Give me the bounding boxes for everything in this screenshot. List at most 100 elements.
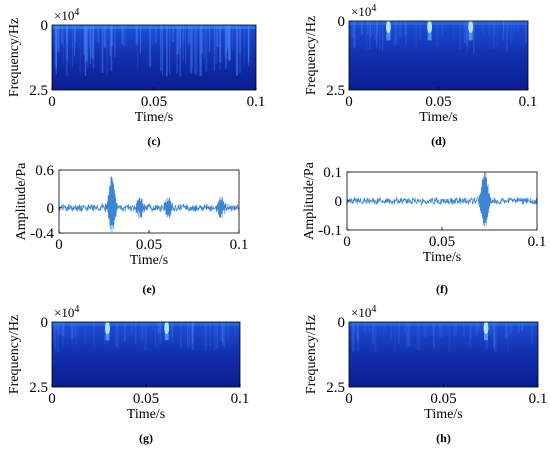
spectrogram-streak xyxy=(209,322,211,347)
x-tick-label: 0.05 xyxy=(425,94,451,110)
spectrogram-impulse-peak xyxy=(164,322,170,334)
spectrogram-streak xyxy=(92,322,95,348)
signal-f xyxy=(346,171,538,227)
spectrogram-streak xyxy=(55,322,58,331)
spectrogram-streak xyxy=(66,25,68,43)
spectrogram-streak xyxy=(482,21,485,35)
spectrogram-streak xyxy=(454,322,457,335)
spectrogram-streak xyxy=(141,322,143,340)
spectrogram-streak xyxy=(224,322,226,348)
spectrogram-streak xyxy=(160,25,161,47)
spectrogram-streak xyxy=(53,322,55,338)
spectrogram-streak xyxy=(219,25,221,71)
spectrogram-streak xyxy=(71,25,74,67)
spectrogram-streak xyxy=(226,25,229,49)
spectrogram-streak xyxy=(357,322,359,352)
spectrogram-streak xyxy=(352,322,356,331)
spectrogram-streak xyxy=(494,322,496,352)
spectrogram-streak xyxy=(71,322,74,346)
spectrogram-streak xyxy=(225,25,227,69)
y-multiplier-base: ×10 xyxy=(54,8,74,23)
spectrogram-streak xyxy=(466,21,469,46)
spectrogram-streak xyxy=(54,322,56,349)
y-multiplier-exponent: 4 xyxy=(371,3,376,14)
spectrogram-streak xyxy=(214,322,216,351)
x-tick-label: 0.1 xyxy=(231,391,250,407)
spectrogram-impulse-peak xyxy=(105,322,110,334)
x-axis-label: Time/s xyxy=(424,407,462,422)
y-tick-label: 2.5 xyxy=(326,380,345,396)
spectrogram-streak xyxy=(191,322,193,351)
y-multiplier-base: ×10 xyxy=(351,4,371,19)
x-tick-label: 0.05 xyxy=(141,94,167,110)
spectrogram-streak xyxy=(228,25,231,63)
spectrogram-streak xyxy=(85,25,88,61)
spectrogram-streak xyxy=(63,322,65,338)
spectrogram-streak xyxy=(57,25,59,50)
x-axis-label: Time/s xyxy=(423,250,461,265)
spectrogram-streak xyxy=(227,25,230,60)
spectrogram-streak xyxy=(507,21,509,33)
spectrogram-streak xyxy=(405,21,407,44)
spectrogram-streak xyxy=(54,322,57,352)
spectrogram-streak xyxy=(204,322,207,351)
spectrogram-streak xyxy=(110,25,113,46)
spectrogram-streak xyxy=(190,25,193,74)
spectrogram-streak xyxy=(511,21,513,41)
spectrogram-streak xyxy=(374,322,377,352)
panel-caption: (f) xyxy=(436,282,448,296)
spectrogram-streak xyxy=(106,25,108,77)
spectrogram-c xyxy=(52,25,256,90)
spectrogram-streak xyxy=(466,21,468,53)
spectrogram-streak xyxy=(65,25,68,77)
spectrogram-streak xyxy=(79,25,81,75)
spectrogram-streak xyxy=(459,21,461,50)
spectrogram-streak xyxy=(493,21,496,37)
spectrogram-streak xyxy=(496,21,499,47)
y-multiplier-exponent: 4 xyxy=(371,304,376,315)
spectrogram-streak xyxy=(77,322,79,340)
spectrogram-streak xyxy=(61,322,64,336)
x-axis-label: Time/s xyxy=(130,253,168,268)
spectrogram-streak xyxy=(364,322,367,333)
spectrogram-impulse-peak xyxy=(483,322,489,334)
spectrogram-g xyxy=(52,322,240,387)
spectrogram-streak xyxy=(92,25,95,69)
spectrogram-streak xyxy=(476,322,478,337)
spectrogram-streak xyxy=(193,25,195,73)
spectrogram-streak xyxy=(425,322,429,337)
spectrogram-streak xyxy=(379,21,381,52)
spectrogram-streak xyxy=(134,322,137,344)
y-axis-label: Frequency/Hz xyxy=(304,16,319,95)
spectrogram-streak xyxy=(438,322,440,338)
y-multiplier-label: ×104 xyxy=(351,304,376,320)
spectrogram-streak xyxy=(206,322,208,348)
spectrogram-streak xyxy=(390,322,392,341)
spectrogram-streak xyxy=(55,25,57,75)
x-tick-label: 0.1 xyxy=(529,391,548,407)
panel-caption: (h) xyxy=(436,431,451,445)
y-tick-label: 0.1 xyxy=(323,165,342,181)
x-tick-label: 0.05 xyxy=(429,234,455,250)
spectrogram-impulse-peak xyxy=(427,21,433,33)
x-tick-label: 0 xyxy=(48,391,56,407)
spectrogram-streak xyxy=(441,21,444,35)
spectrogram-streak xyxy=(436,21,439,47)
y-multiplier-base: ×10 xyxy=(54,305,74,320)
spectrogram-streak xyxy=(157,322,159,349)
spectrogram-streak xyxy=(393,21,396,46)
y-multiplier-exponent: 4 xyxy=(74,304,79,315)
spectrogram-streak xyxy=(456,322,457,334)
spectrogram-streak xyxy=(166,25,168,77)
spectrogram-top-band xyxy=(52,322,240,326)
spectrogram-streak xyxy=(117,322,119,350)
spectrogram-streak xyxy=(135,25,138,46)
spectrogram-streak xyxy=(419,21,421,41)
spectrogram-streak xyxy=(372,322,375,344)
spectrogram-streak xyxy=(162,25,164,76)
spectrogram-streak xyxy=(213,25,215,72)
spectrogram-streak xyxy=(404,322,406,333)
spectrogram-streak xyxy=(521,322,524,331)
y-tick-label: 0 xyxy=(338,315,346,331)
